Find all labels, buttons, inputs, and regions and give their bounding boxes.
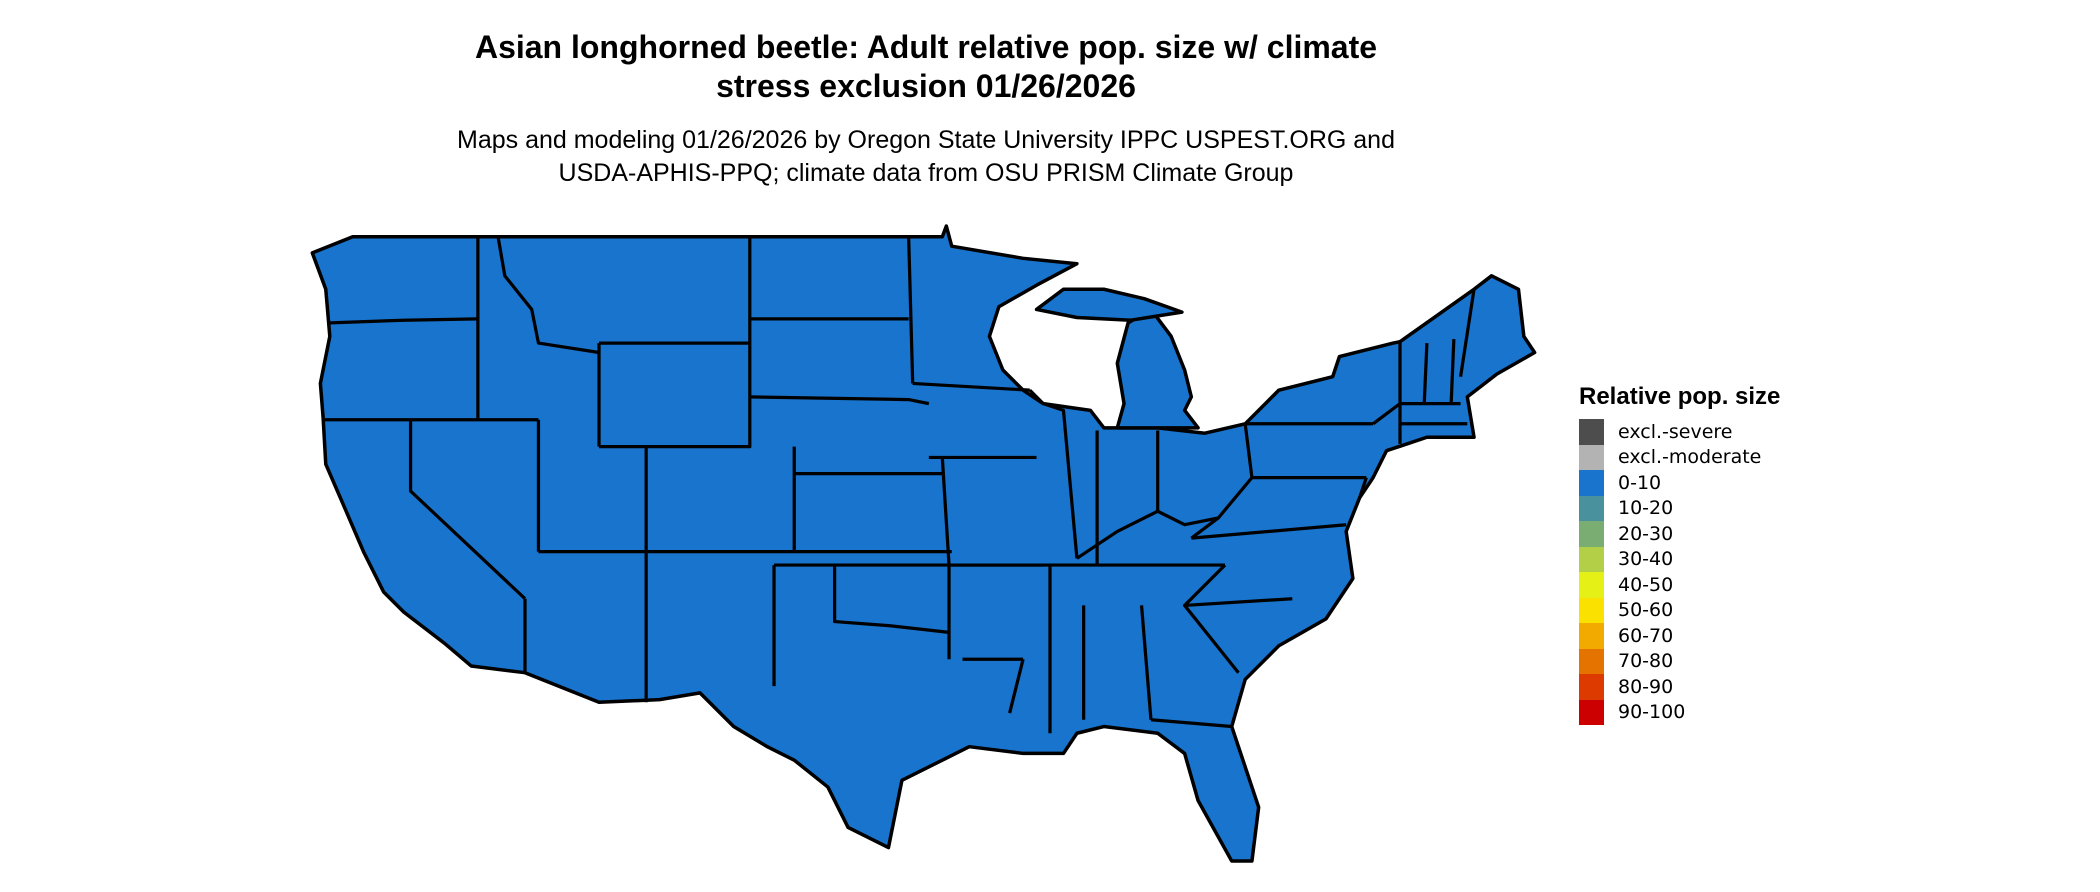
map-subtitle-line-1: Maps and modeling 01/26/2026 by Oregon S… [457,126,1395,154]
legend-swatch [1579,623,1604,649]
legend-label: 40-50 [1618,573,1674,596]
legend-swatch [1579,674,1604,700]
legend-item: 50-60 [1579,597,1780,623]
map-title-line-1: Asian longhorned beetle: Adult relative … [474,29,1378,65]
legend-label: 90-100 [1618,701,1686,724]
legend-item: 70-80 [1579,648,1780,674]
legend-title: Relative pop. size [1579,383,1781,410]
legend-swatch [1579,419,1604,445]
legend-label: 30-40 [1618,548,1674,571]
state-border [912,381,1030,392]
legend-item: excl.-severe [1579,419,1780,445]
legend-item: 0-10 [1579,470,1780,496]
state-border [1150,718,1232,729]
legend-label: 0-10 [1618,471,1662,494]
legend-swatch [1579,546,1604,572]
contiguous-us-outline [310,224,1537,863]
state-border [1372,402,1401,426]
state-border [329,317,478,325]
legend-item: 30-40 [1579,546,1780,572]
map-land [310,224,1537,863]
state-borders [323,236,1476,734]
state-border [1028,389,1079,559]
state-border [496,236,600,355]
map-subtitle-line-2: USDA-APHIS-PPQ; climate data from OSU PR… [558,159,1294,187]
map-title-line-2: stress exclusion 01/26/2026 [716,68,1136,104]
state-border [1358,477,1368,499]
legend-swatch [1579,597,1604,623]
state-border [1008,658,1025,714]
legend-swatch [1579,470,1604,496]
state-border [1156,509,1219,527]
state-border [1076,509,1159,560]
legend-swatch [1579,572,1604,598]
state-border [749,395,930,406]
legend-item: 20-30 [1579,521,1780,547]
state-border [1449,338,1456,404]
legend-label: 70-80 [1618,650,1674,673]
legend-label: 60-70 [1618,624,1674,647]
state-border [599,396,752,449]
legend-label: 20-30 [1618,522,1674,545]
state-border [1184,597,1293,608]
legend: Relative pop. size excl.-severe excl.-mod… [1579,382,1780,725]
state-border [1190,476,1254,540]
state-border [833,565,950,634]
legend-swatch [1579,699,1604,725]
michigan-upper-peninsula [1034,287,1184,322]
michigan-lower-peninsula [1115,307,1200,430]
legend-label: 50-60 [1618,599,1674,622]
state-border [408,419,527,600]
state-border [1458,289,1476,377]
legend-swatch [1579,444,1604,470]
legend-item: 60-70 [1579,623,1780,649]
state-border [907,236,915,384]
legend-swatch [1579,495,1604,521]
legend-item: 90-100 [1579,699,1780,725]
legend-label: 80-90 [1618,675,1674,698]
legend-label: excl.-moderate [1618,446,1762,469]
legend-item: 40-50 [1579,572,1780,598]
legend-item: 80-90 [1579,674,1780,700]
legend-label: excl.-severe [1618,420,1733,443]
legend-item: 10-20 [1579,495,1780,521]
legend-item: excl.-moderate [1579,444,1780,470]
state-border [1422,343,1429,404]
legend-label: 10-20 [1618,497,1674,520]
state-border [1139,605,1153,720]
legend-swatch [1579,521,1604,547]
state-border [1191,523,1347,540]
legend-swatch [1579,648,1604,674]
state-border [940,457,951,566]
